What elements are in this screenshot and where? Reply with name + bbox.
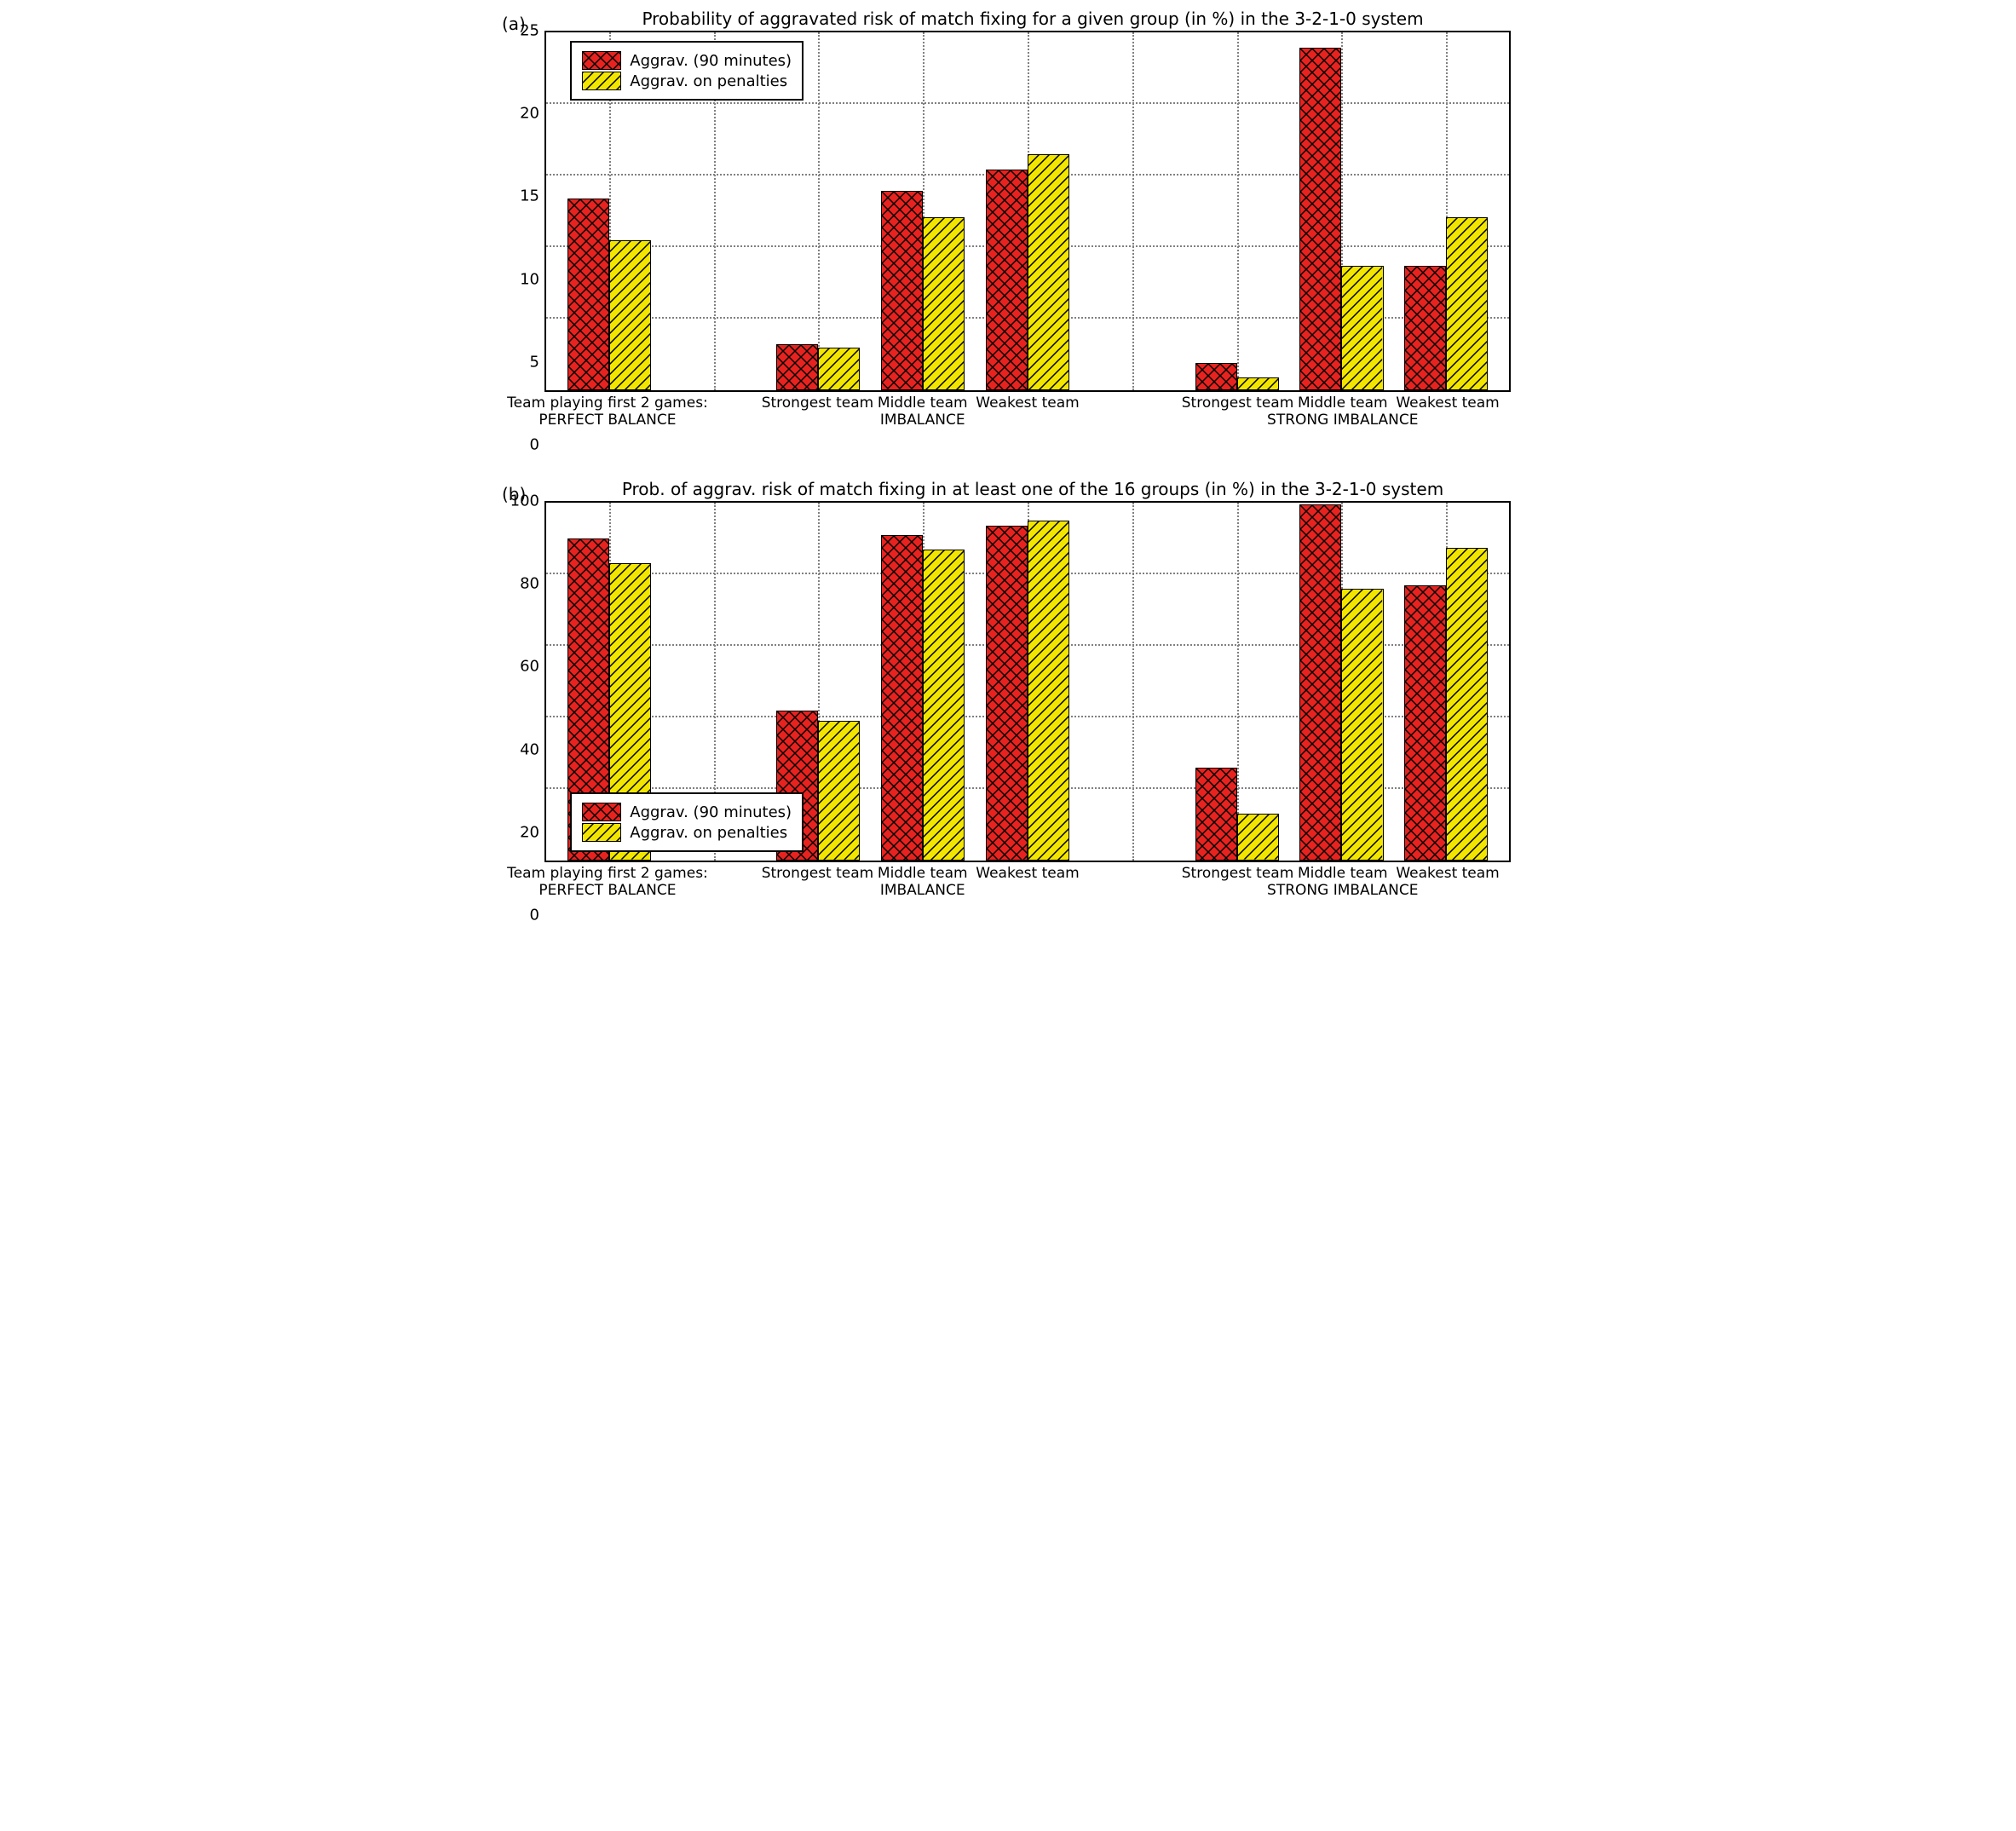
chart-title: Probability of aggravated risk of match … [555,9,1511,29]
x-tick [714,390,716,392]
x-tick-label: Weakest team [976,395,1079,412]
gridline-v [1132,503,1134,861]
gridline-v [818,32,820,390]
x-tick [1341,390,1343,392]
x-tick-label: Weakest team [1396,866,1499,883]
x-tick [818,390,820,392]
bar-series2 [1446,217,1488,390]
y-tick-label: 20 [505,105,539,123]
x-tick-label: Strongest team [762,866,874,883]
y-tick-label: 10 [505,270,539,288]
y-tick-label: 80 [505,575,539,593]
y-tick-label: 60 [505,658,539,676]
legend-swatch [582,51,621,70]
gridline-v [1132,32,1134,390]
gridline-v [1237,503,1239,861]
bar-series2 [1341,589,1383,861]
bar-series2 [818,348,860,390]
legend-swatch [582,72,621,90]
bar-series1 [881,535,923,861]
bar-series2 [923,550,965,861]
y-axis: 020406080100 [505,501,544,915]
bar-series2 [923,217,965,390]
x-tick-label: Team playing first 2 games:PERFECT BALAN… [507,866,708,899]
legend-row: Aggrav. (90 minutes) [582,51,792,70]
legend-row: Aggrav. (90 minutes) [582,803,792,821]
x-axis-labels: Team playing first 2 games:PERFECT BALAN… [544,395,1511,445]
bar-series1 [1299,504,1341,861]
y-tick-label: 40 [505,740,539,758]
x-tick [609,390,611,392]
bar-series2 [1446,548,1488,861]
y-tick-label: 20 [505,823,539,841]
bar-series1 [986,526,1028,861]
x-axis-labels: Team playing first 2 games:PERFECT BALAN… [544,866,1511,915]
bar-series2 [1341,266,1383,390]
y-tick-label: 5 [505,353,539,371]
x-tick [714,861,716,862]
x-tick-label: Middle teamIMBALANCE [878,866,968,899]
y-tick-label: 0 [505,436,539,454]
x-tick-label: Middle teamIMBALANCE [878,395,968,429]
legend-row: Aggrav. on penalties [582,823,792,842]
legend-row: Aggrav. on penalties [582,72,792,90]
y-tick-label: 25 [505,22,539,40]
bar-series1 [776,344,818,390]
legend-label: Aggrav. (90 minutes) [630,52,792,70]
legend-swatch [582,823,621,842]
chart-panel: (b)Prob. of aggrav. risk of match fixing… [505,479,1511,915]
y-tick-label: 100 [505,492,539,510]
bar-series2 [1237,377,1279,390]
gridline-v [1237,32,1239,390]
x-tick [923,390,924,392]
x-tick-label: Weakest team [976,866,1079,883]
bar-series1 [881,191,923,390]
x-tick [1028,861,1029,862]
x-tick [1132,861,1134,862]
bar-series2 [609,240,651,390]
legend-label: Aggrav. (90 minutes) [630,803,792,821]
x-tick [1341,861,1343,862]
bar-series1 [1195,768,1237,861]
plot-area: Aggrav. (90 minutes) Aggrav. on penaltie… [544,31,1511,392]
x-tick-label: Strongest team [762,395,874,412]
chart-title: Prob. of aggrav. risk of match fixing in… [555,479,1511,499]
bar-series1 [1195,363,1237,390]
legend-swatch [582,803,621,821]
legend: Aggrav. (90 minutes) Aggrav. on penaltie… [570,41,804,101]
bar-series1 [567,199,609,390]
x-tick [1237,390,1239,392]
bar-series2 [1028,521,1069,861]
y-tick-label: 0 [505,907,539,924]
bar-series1 [1299,48,1341,390]
bar-series1 [1404,585,1446,861]
y-tick-label: 15 [505,187,539,205]
x-tick [609,861,611,862]
y-axis: 0510152025 [505,31,544,445]
legend-label: Aggrav. on penalties [630,824,787,842]
x-tick-label: Weakest team [1396,395,1499,412]
bar-series1 [986,170,1028,390]
x-tick [1446,861,1448,862]
x-tick [1446,390,1448,392]
bar-series2 [1028,154,1069,390]
x-tick [1132,390,1134,392]
x-tick [818,861,820,862]
chart-panel: (a)Probability of aggravated risk of mat… [505,9,1511,445]
x-tick [923,861,924,862]
x-tick-label: Team playing first 2 games:PERFECT BALAN… [507,395,708,429]
plot-area: Aggrav. (90 minutes) Aggrav. on penaltie… [544,501,1511,862]
legend-label: Aggrav. on penalties [630,72,787,90]
legend: Aggrav. (90 minutes) Aggrav. on penaltie… [570,792,804,852]
x-tick [1237,861,1239,862]
bar-series2 [818,721,860,861]
bar-series1 [1404,266,1446,390]
bar-series2 [1237,814,1279,861]
x-tick [1028,390,1029,392]
